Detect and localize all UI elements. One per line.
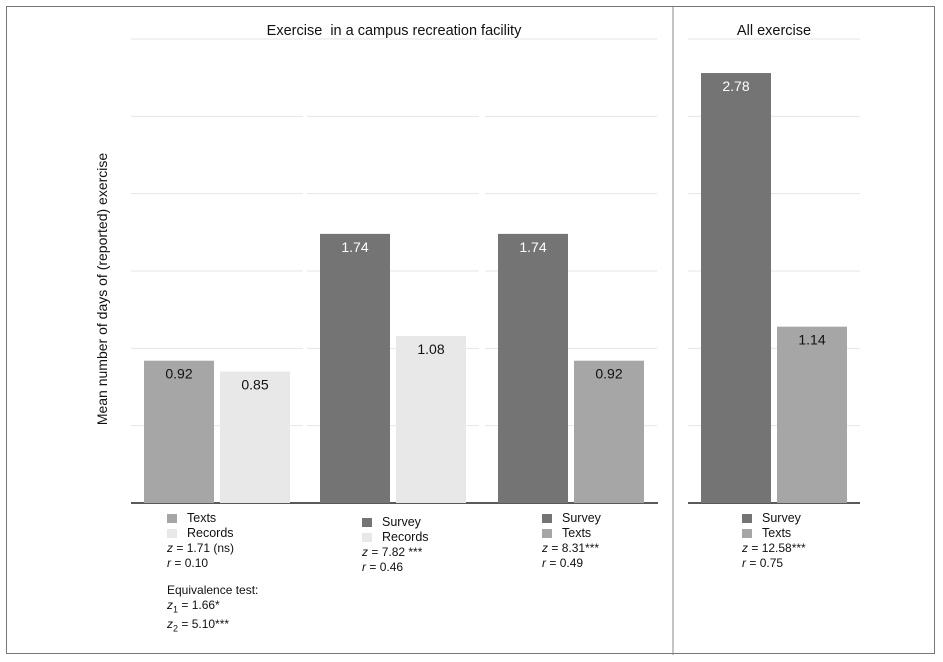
z-statistic: z = 12.58***: [742, 541, 806, 555]
legend-label: Survey: [562, 511, 601, 525]
legend-swatch: [167, 529, 177, 538]
r-statistic: r = 0.46: [362, 560, 404, 574]
figure-frame: 0.92 0.85 1.74 1.08 1.74 0.92 2.78 1.14 Exercise…: [6, 6, 935, 655]
bar-value-label: 1.74: [519, 239, 546, 255]
legend-item: Records: [167, 526, 258, 541]
z-statistic: z = 1.71 (ns): [167, 541, 235, 555]
legend-label: Records: [187, 526, 234, 540]
legend-label: Survey: [762, 511, 801, 525]
legend-item: Texts: [742, 526, 806, 541]
panel-4-stats: Survey Texts z = 12.58*** r = 0.75: [742, 511, 806, 571]
bar-survey: [498, 233, 568, 503]
legend-item: Survey: [542, 511, 601, 526]
z-statistic: z = 7.82 ***: [362, 545, 423, 559]
legend-item: Texts: [542, 526, 601, 541]
bar-value-label: 1.74: [341, 239, 368, 255]
r-statistic: r = 0.49: [542, 556, 584, 570]
bar-survey: [701, 73, 771, 503]
legend-label: Texts: [762, 526, 792, 540]
equivalence-title: Equivalence test:: [167, 583, 259, 597]
legend-swatch: [742, 514, 752, 523]
bar-chart: 0.92 0.85 1.74 1.08 1.74 0.92 2.78 1.14 Exercise…: [94, 7, 860, 655]
equivalence-z2: z2 = 5.10***: [167, 617, 230, 634]
r-value: 0.46: [379, 560, 404, 574]
panel-3-stats: Survey Texts z = 8.31*** r = 0.49: [542, 511, 601, 571]
bar-value-label: 2.78: [722, 78, 749, 94]
legend-item: Survey: [362, 515, 429, 530]
bar-value-label: 0.92: [595, 366, 622, 382]
z-statistic: z = 8.31***: [542, 541, 600, 555]
z1-value: 1.66*: [191, 598, 220, 612]
equivalence-test: Equivalence test: z1 = 1.66* z2 = 5.10**…: [167, 583, 258, 637]
r-value: 0.49: [559, 556, 584, 570]
panel-group-title: All exercise: [737, 23, 811, 39]
z-value: 12.58***: [761, 541, 806, 555]
z-value: 8.31***: [561, 541, 600, 555]
legend-label: Texts: [562, 526, 592, 540]
r-value: 0.75: [759, 556, 784, 570]
legend-swatch: [742, 529, 752, 538]
r-statistic: r = 0.10: [167, 556, 209, 570]
bar-value-label: 0.85: [241, 377, 268, 393]
legend-swatch: [167, 514, 177, 523]
legend-swatch: [542, 529, 552, 538]
legend-label: Survey: [382, 515, 421, 529]
bar-records: [220, 371, 290, 503]
legend-item: Texts: [167, 511, 258, 526]
panel-1-stats: Texts Records z = 1.71 (ns) r = 0.10 Equ…: [167, 511, 258, 637]
legend-swatch: [362, 533, 372, 542]
bar-records: [396, 335, 466, 503]
legend-swatch: [362, 518, 372, 527]
bar-texts: [144, 360, 214, 503]
z-value: 1.71 (ns): [186, 541, 235, 555]
bar-value-label: 0.92: [165, 366, 192, 382]
bar-texts: [574, 360, 644, 503]
bar-survey: [320, 233, 390, 503]
bar-value-label: 1.08: [417, 341, 444, 357]
legend-swatch: [542, 514, 552, 523]
legend-item: Survey: [742, 511, 806, 526]
equivalence-z1: z1 = 1.66*: [167, 598, 220, 615]
bar-texts: [777, 326, 847, 503]
legend-item: Records: [362, 530, 429, 545]
panel-group-title: Exercise in a campus recreation facility: [267, 23, 522, 39]
r-value: 0.10: [184, 556, 209, 570]
panel-2-stats: Survey Records z = 7.82 *** r = 0.46: [362, 515, 429, 575]
legend-label: Records: [382, 530, 429, 544]
legend-label: Texts: [187, 511, 217, 525]
y-axis-label: Mean number of days of (reported) exerci…: [94, 153, 110, 426]
bar-value-label: 1.14: [798, 332, 825, 348]
z-value: 7.82 ***: [381, 545, 423, 559]
z2-value: 5.10***: [191, 617, 230, 632]
r-statistic: r = 0.75: [742, 556, 784, 570]
